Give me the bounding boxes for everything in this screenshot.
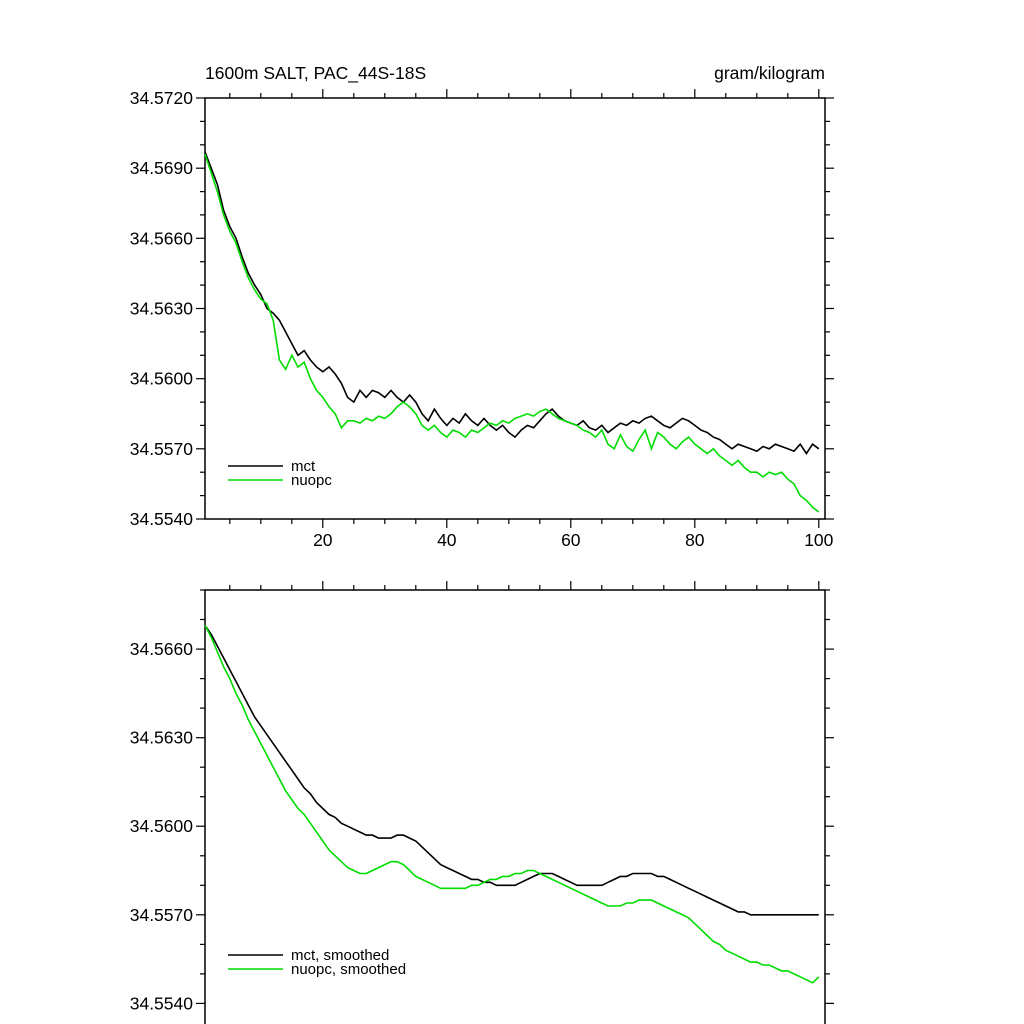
x-tick-label: 80 bbox=[685, 530, 705, 550]
y-tick-label: 34.5720 bbox=[130, 88, 194, 108]
y-tick-label: 34.5600 bbox=[130, 369, 194, 389]
legend-label: nuopc, smoothed bbox=[291, 961, 406, 978]
x-tick-label: 20 bbox=[313, 530, 333, 550]
x-tick-label: 60 bbox=[561, 530, 581, 550]
units-label: gram/kilogram bbox=[714, 63, 825, 83]
series-line-nuopc bbox=[204, 153, 820, 513]
legend-label: mct, smoothed bbox=[291, 947, 389, 964]
legend-label: nuopc bbox=[291, 472, 332, 489]
y-tick-label: 34.5660 bbox=[130, 639, 194, 659]
plot-frame bbox=[204, 97, 826, 520]
series-line-mct bbox=[204, 151, 820, 455]
y-tick-label: 34.5660 bbox=[130, 228, 194, 248]
y-tick-label: 34.5630 bbox=[130, 299, 194, 319]
series-line-nuopc bbox=[204, 625, 820, 984]
y-tick-label: 34.5540 bbox=[130, 993, 194, 1013]
legend-label: mct bbox=[291, 458, 316, 475]
chart-title: 1600m SALT, PAC_44S-18S bbox=[205, 63, 427, 83]
x-tick-label: 100 bbox=[804, 530, 833, 550]
y-tick-label: 34.5690 bbox=[130, 158, 194, 178]
y-tick-label: 34.5540 bbox=[130, 509, 194, 529]
plot-frame bbox=[204, 589, 826, 1024]
y-tick-label: 34.5600 bbox=[130, 816, 194, 836]
series-line-mct bbox=[204, 624, 819, 916]
y-tick-label: 34.5570 bbox=[130, 905, 194, 925]
x-tick-label: 40 bbox=[437, 530, 457, 550]
y-tick-label: 34.5630 bbox=[130, 728, 194, 748]
y-tick-label: 34.5570 bbox=[130, 439, 194, 459]
